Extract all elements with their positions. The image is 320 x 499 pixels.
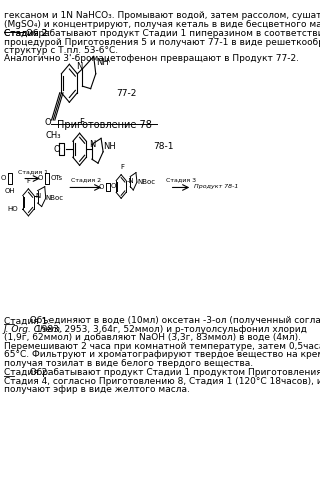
Text: Стадия 1: Стадия 1 (18, 169, 47, 174)
Text: N: N (89, 140, 96, 149)
Text: 77-2: 77-2 (116, 89, 137, 98)
Text: гексаном и 1N NaHCO₃. Промывают водой, затем рассолом, сушат: гексаном и 1N NaHCO₃. Промывают водой, з… (4, 11, 320, 20)
Text: Обрабатывают продукт Стадии 1 продуктом Приготовления 30,: Обрабатывают продукт Стадии 1 продуктом … (23, 368, 320, 377)
Text: Стадия 4, согласно Приготовлению 8, Стадия 1 (120°С 18часов), и: Стадия 4, согласно Приготовлению 8, Стад… (4, 377, 320, 386)
Text: Стадия 3: Стадия 3 (166, 177, 196, 182)
Text: -N: -N (127, 178, 134, 184)
Text: процедурой Приготовления 5 и получают 77-1 в виде решеткообразных: процедурой Приготовления 5 и получают 77… (4, 37, 320, 46)
Text: O: O (99, 184, 104, 190)
Text: (MgSO₄) и концентрируют, получая кеталь в виде бесцветного масла.: (MgSO₄) и концентрируют, получая кеталь … (4, 20, 320, 29)
Text: Перемешивают 2 часа при комнатной температуре, затем 0,5часа при: Перемешивают 2 часа при комнатной темпер… (4, 342, 320, 351)
Text: получая тозилат в виде белого твердого вещества.: получая тозилат в виде белого твердого в… (4, 359, 253, 368)
Text: NH: NH (103, 142, 116, 151)
Text: O: O (1, 175, 6, 181)
Text: J. Org. Chem.: J. Org. Chem. (4, 325, 64, 334)
Text: CH₃: CH₃ (45, 131, 61, 140)
Text: Аналогично 3'-бромацетофенон превращают в Продукт 77-2.: Аналогично 3'-бромацетофенон превращают … (4, 54, 299, 63)
Text: Стадия 2:: Стадия 2: (4, 368, 50, 377)
Text: O: O (110, 184, 116, 190)
Text: OTs: OTs (50, 175, 62, 181)
Text: HO: HO (8, 206, 18, 212)
Text: Стадия 2:: Стадия 2: (4, 29, 50, 38)
Text: NH: NH (96, 58, 108, 67)
Text: Стадия 1:: Стадия 1: (4, 316, 50, 325)
Text: N: N (35, 193, 40, 199)
Text: O: O (37, 175, 43, 181)
Text: получают эфир в виде желтого масла.: получают эфир в виде желтого масла. (4, 385, 190, 394)
Text: (1,9г, 62ммол) и добавляют NaOH (3,3г, 83ммол) в воде (4мл).: (1,9г, 62ммол) и добавляют NaOH (3,3г, 8… (4, 333, 301, 342)
Text: O: O (53, 145, 60, 154)
Text: 1983, 2953, 3,64г, 52ммол) и р-толуолсульфонил хлорид: 1983, 2953, 3,64г, 52ммол) и р-толуолсул… (33, 325, 307, 334)
Text: Продукт 78-1: Продукт 78-1 (194, 184, 239, 189)
Text: F: F (27, 178, 30, 184)
Text: Приготовление 78: Приготовление 78 (57, 120, 152, 130)
Text: NBoc: NBoc (137, 179, 155, 185)
Text: O: O (45, 118, 52, 127)
Text: 65°С. Фильтруют и хроматографируют твердое вещество на кремнеземе,: 65°С. Фильтруют и хроматографируют тверд… (4, 350, 320, 359)
Text: Стадия 2:: Стадия 2: (4, 29, 50, 38)
Text: OH: OH (5, 189, 15, 195)
Text: Стадия 2: Стадия 2 (71, 177, 101, 182)
Text: NBoc: NBoc (46, 195, 64, 201)
Text: структур с Т.пл. 53-6°С.: структур с Т.пл. 53-6°С. (4, 46, 118, 55)
Text: F: F (79, 118, 84, 127)
Text: N: N (76, 62, 83, 71)
Text: Объединяют в воде (10мл) оксетан -3-ол (полученный согласно: Объединяют в воде (10мл) оксетан -3-ол (… (23, 316, 320, 325)
Text: Обрабатывают продукт Стадии 1 пиперазином в соответствии с: Обрабатывают продукт Стадии 1 пиперазино… (23, 29, 320, 38)
Text: 78-1: 78-1 (153, 142, 174, 151)
Text: F: F (120, 164, 124, 170)
